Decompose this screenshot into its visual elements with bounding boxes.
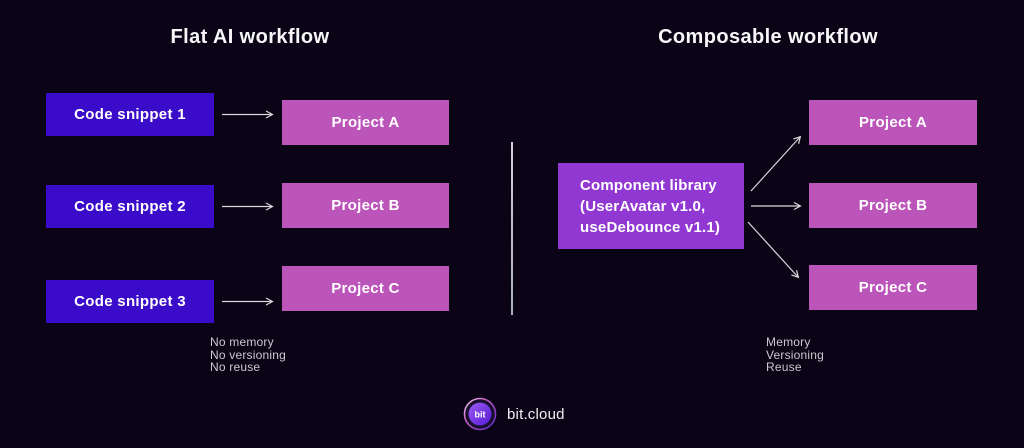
- project-a-right-label: Project A: [859, 114, 927, 131]
- left-annotations: No memory No versioning No reuse: [210, 336, 286, 374]
- bit-logo-text: bit: [475, 410, 486, 420]
- project-c-box-right: Project C: [809, 265, 977, 310]
- component-library-box: Component library (UserAvatar v1.0, useD…: [558, 163, 744, 249]
- annotation-line: Reuse: [766, 360, 802, 374]
- component-library-line-2: (UserAvatar v1.0,: [580, 197, 706, 215]
- code-snippet-1-box: Code snippet 1: [46, 93, 214, 136]
- code-snippet-3-label: Code snippet 3: [74, 293, 186, 310]
- divider-line: [511, 142, 513, 315]
- annotation-line: No reuse: [210, 360, 261, 374]
- project-c-right-label: Project C: [858, 279, 928, 296]
- annotation-line: Versioning: [766, 347, 825, 362]
- footer-brand: bit bit.cloud: [463, 397, 565, 431]
- composable-workflow-title: Composable workflow: [658, 26, 878, 48]
- project-a-box-right: Project A: [809, 100, 977, 145]
- code-snippet-3-box: Code snippet 3: [46, 280, 214, 323]
- annotation-line: No memory: [210, 335, 274, 349]
- annotation-line: Memory: [766, 335, 811, 349]
- project-a-box-left: Project A: [282, 100, 449, 145]
- project-c-left-label: Project C: [331, 280, 400, 297]
- component-library-line-3: useDebounce v1.1): [580, 218, 721, 236]
- project-b-left-label: Project B: [331, 197, 400, 214]
- code-snippet-2-label: Code snippet 2: [74, 198, 186, 215]
- project-b-box-right: Project B: [809, 183, 977, 228]
- project-b-right-label: Project B: [858, 197, 928, 214]
- project-a-left-label: Project A: [331, 114, 400, 131]
- component-library-line-1: Component library: [580, 176, 717, 194]
- arrow-library-to-project-a: [750, 135, 802, 192]
- flat-workflow-title: Flat AI workflow: [170, 26, 330, 48]
- right-annotations: Memory Versioning Reuse: [766, 336, 824, 374]
- bit-logo-icon: bit: [463, 397, 497, 431]
- project-b-box-left: Project B: [282, 183, 449, 228]
- project-c-box-left: Project C: [282, 266, 449, 311]
- brand-label: bit.cloud: [507, 405, 565, 423]
- annotation-line: No versioning: [210, 347, 286, 362]
- arrow-library-to-project-c: [747, 221, 800, 279]
- code-snippet-2-box: Code snippet 2: [46, 185, 214, 228]
- code-snippet-1-label: Code snippet 1: [74, 106, 186, 123]
